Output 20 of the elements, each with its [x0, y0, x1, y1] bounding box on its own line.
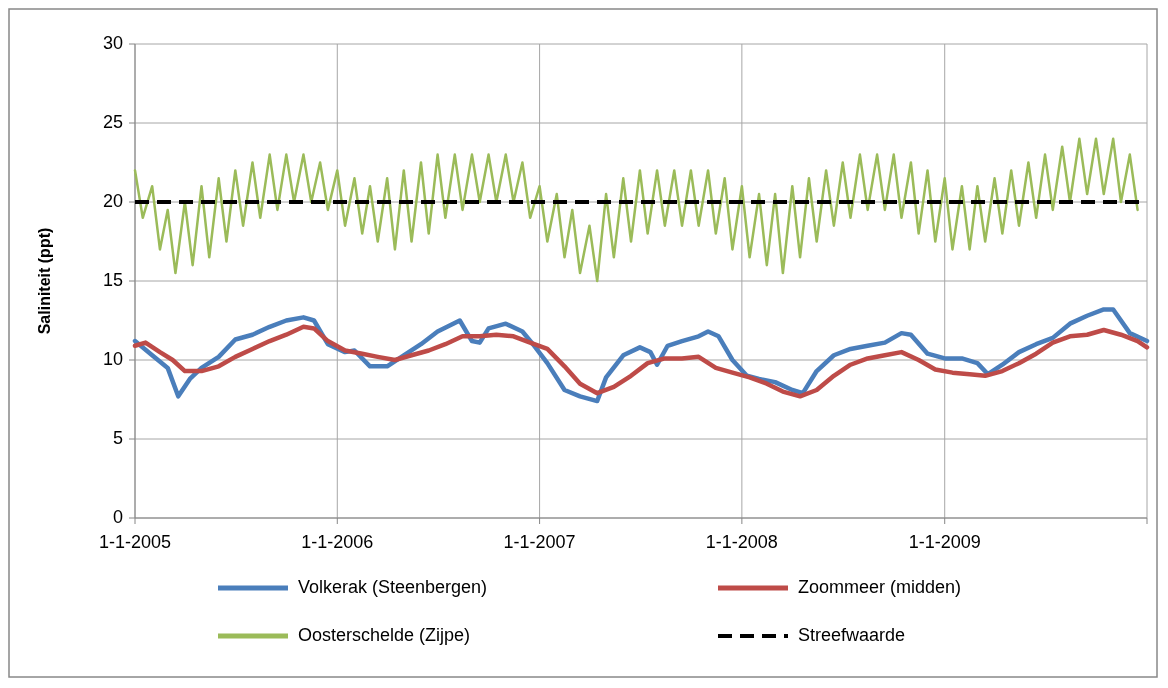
line-series	[133, 137, 1139, 283]
x-tick-label: 1-1-2007	[503, 532, 576, 552]
legend-label: Zoommeer (midden)	[798, 576, 962, 597]
y-tick-label: 30	[102, 32, 123, 53]
legend-label: Oosterschelde (Zijpe)	[298, 624, 471, 645]
x-tick-label: 1-1-2009	[908, 532, 981, 552]
y-tick-label: 0	[112, 506, 123, 527]
y-tick-label: 10	[102, 348, 123, 369]
y-tick-label: 15	[102, 269, 123, 290]
legend-label: Streefwaarde	[798, 624, 906, 645]
line-series	[132, 324, 1150, 399]
line-series	[132, 307, 1150, 404]
x-tick-label: 1-1-2005	[98, 532, 172, 552]
x-tick-label: 1-1-2008	[705, 532, 778, 552]
y-tick-label: 20	[102, 190, 123, 211]
legend-label: Volkerak (Steenbergen)	[298, 576, 488, 597]
y-axis-title: Saliniteit (ppt)	[36, 227, 53, 335]
x-tick-label: 1-1-2006	[301, 532, 374, 552]
y-tick-label: 5	[112, 427, 123, 448]
y-tick-label: 25	[102, 111, 123, 132]
